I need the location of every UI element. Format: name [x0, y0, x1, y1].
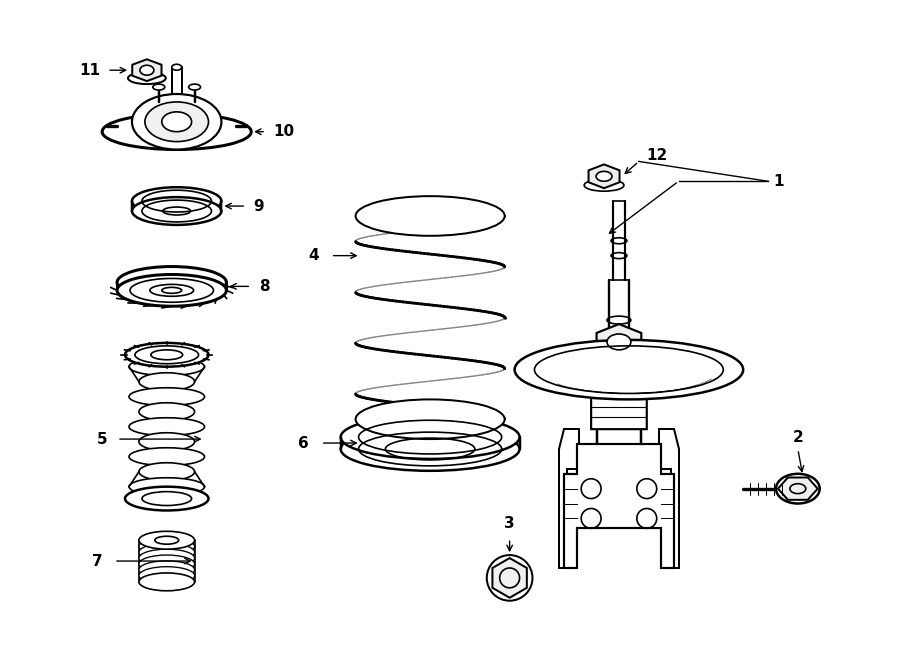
- Ellipse shape: [607, 334, 631, 350]
- Ellipse shape: [129, 478, 204, 496]
- Ellipse shape: [596, 171, 612, 181]
- Ellipse shape: [139, 549, 194, 567]
- Ellipse shape: [139, 403, 194, 420]
- Text: 3: 3: [504, 516, 515, 531]
- Ellipse shape: [139, 561, 194, 579]
- Ellipse shape: [356, 196, 505, 236]
- Ellipse shape: [145, 102, 209, 141]
- Ellipse shape: [139, 543, 194, 561]
- Text: 1: 1: [773, 174, 784, 189]
- Ellipse shape: [129, 358, 204, 375]
- Text: 10: 10: [273, 124, 294, 139]
- Polygon shape: [589, 165, 619, 188]
- Ellipse shape: [139, 373, 194, 391]
- Ellipse shape: [117, 266, 227, 298]
- Ellipse shape: [132, 94, 221, 149]
- Text: 6: 6: [298, 436, 309, 451]
- Ellipse shape: [151, 350, 183, 360]
- Ellipse shape: [103, 114, 251, 149]
- Ellipse shape: [128, 72, 166, 84]
- Ellipse shape: [515, 340, 743, 399]
- Ellipse shape: [125, 486, 209, 510]
- Text: 9: 9: [253, 198, 264, 214]
- Text: 2: 2: [793, 430, 803, 445]
- Ellipse shape: [162, 112, 192, 132]
- Ellipse shape: [125, 343, 209, 367]
- Ellipse shape: [356, 399, 505, 439]
- Polygon shape: [559, 429, 591, 568]
- Text: 8: 8: [259, 279, 270, 294]
- Text: 4: 4: [308, 248, 319, 263]
- Ellipse shape: [139, 531, 194, 549]
- Ellipse shape: [129, 447, 204, 465]
- Ellipse shape: [139, 555, 194, 573]
- Text: 5: 5: [96, 432, 107, 447]
- Ellipse shape: [341, 415, 519, 459]
- Ellipse shape: [776, 474, 820, 504]
- Text: 7: 7: [92, 553, 103, 568]
- Polygon shape: [647, 429, 679, 568]
- Ellipse shape: [129, 388, 204, 406]
- Ellipse shape: [129, 418, 204, 436]
- Ellipse shape: [139, 463, 194, 481]
- Ellipse shape: [796, 479, 809, 498]
- Ellipse shape: [341, 427, 519, 471]
- Ellipse shape: [172, 64, 182, 70]
- Polygon shape: [564, 444, 673, 568]
- Ellipse shape: [487, 555, 533, 601]
- Ellipse shape: [139, 433, 194, 451]
- Ellipse shape: [189, 84, 201, 90]
- Polygon shape: [492, 558, 526, 598]
- Ellipse shape: [584, 179, 624, 191]
- Polygon shape: [597, 324, 642, 360]
- Polygon shape: [132, 59, 161, 81]
- Ellipse shape: [132, 187, 221, 215]
- Ellipse shape: [153, 84, 165, 90]
- Ellipse shape: [117, 274, 227, 306]
- Text: 12: 12: [647, 148, 668, 163]
- Ellipse shape: [139, 566, 194, 584]
- Ellipse shape: [140, 65, 154, 75]
- Ellipse shape: [132, 197, 221, 225]
- Ellipse shape: [139, 573, 194, 591]
- Polygon shape: [591, 379, 647, 429]
- Ellipse shape: [139, 537, 194, 555]
- Text: 11: 11: [79, 63, 100, 78]
- Polygon shape: [778, 477, 818, 500]
